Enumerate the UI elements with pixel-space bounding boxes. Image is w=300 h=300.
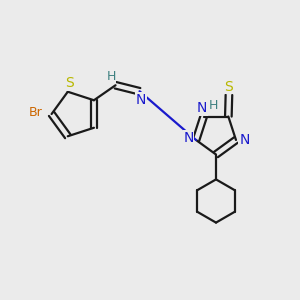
Text: Br: Br bbox=[29, 106, 43, 119]
Text: N: N bbox=[136, 93, 146, 106]
Text: N: N bbox=[239, 133, 250, 147]
Text: H: H bbox=[209, 99, 218, 112]
Text: S: S bbox=[225, 80, 233, 94]
Text: N: N bbox=[197, 101, 207, 115]
Text: H: H bbox=[106, 70, 116, 83]
Text: N: N bbox=[183, 130, 194, 145]
Text: S: S bbox=[65, 76, 74, 90]
